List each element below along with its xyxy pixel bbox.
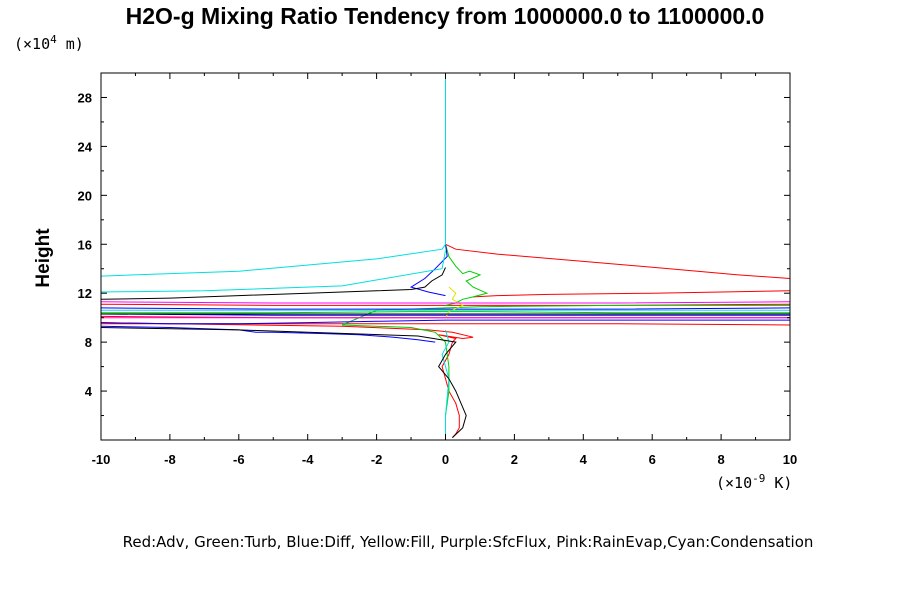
- y-tick-label: 8: [85, 335, 92, 350]
- y-tick-label: 4: [85, 384, 93, 399]
- series-line-adv: [473, 290, 790, 298]
- y-axis-label: Height: [33, 228, 54, 288]
- y-tick-label: 28: [78, 90, 92, 105]
- x-tick-label: 6: [649, 452, 656, 467]
- series-line-adv: [101, 322, 474, 438]
- x-tick-label: -8: [164, 452, 176, 467]
- series-line-total: [101, 267, 446, 300]
- y-tick-label: 20: [78, 188, 92, 203]
- series-line-diff: [101, 325, 436, 343]
- x-tick-label: -10: [92, 452, 111, 467]
- series-line-adv: [445, 243, 790, 279]
- series-line-turb: [445, 244, 489, 306]
- y-tick-label: 12: [78, 286, 92, 301]
- x-tick-label: 8: [717, 452, 724, 467]
- series-line-total: [101, 327, 467, 438]
- chart-title: H2O-g Mixing Ratio Tendency from 1000000…: [126, 3, 765, 29]
- series-line-diff: [409, 244, 448, 297]
- series-line-diff: [101, 307, 790, 310]
- y-tick-label: 24: [78, 139, 93, 154]
- x-tick-label: -4: [302, 452, 314, 467]
- series-line-diff: [101, 313, 790, 316]
- y-axis-unit: (×104 m): [14, 33, 84, 53]
- x-tick-label: 2: [511, 452, 518, 467]
- x-tick-label: -2: [371, 452, 383, 467]
- series-line-fill: [445, 286, 464, 318]
- x-tick-label: 0: [442, 452, 449, 467]
- series-line-condensation: [441, 329, 450, 439]
- legend-text: Red:Adv, Green:Turb, Blue:Diff, Yellow:F…: [123, 533, 814, 551]
- x-tick-label: -6: [233, 452, 245, 467]
- x-tick-label: 4: [580, 452, 588, 467]
- series-line-condensation: [101, 73, 446, 277]
- series-line-diff: [101, 319, 790, 325]
- series-line-condensation: [101, 250, 446, 293]
- series-line-turb: [101, 311, 790, 314]
- x-axis-unit: (×10-9 K): [716, 472, 792, 492]
- series-line-turb: [341, 304, 790, 438]
- series-line-sfcflux: [101, 301, 790, 304]
- x-tick-label: 10: [783, 452, 797, 467]
- y-tick-label: 16: [78, 237, 92, 252]
